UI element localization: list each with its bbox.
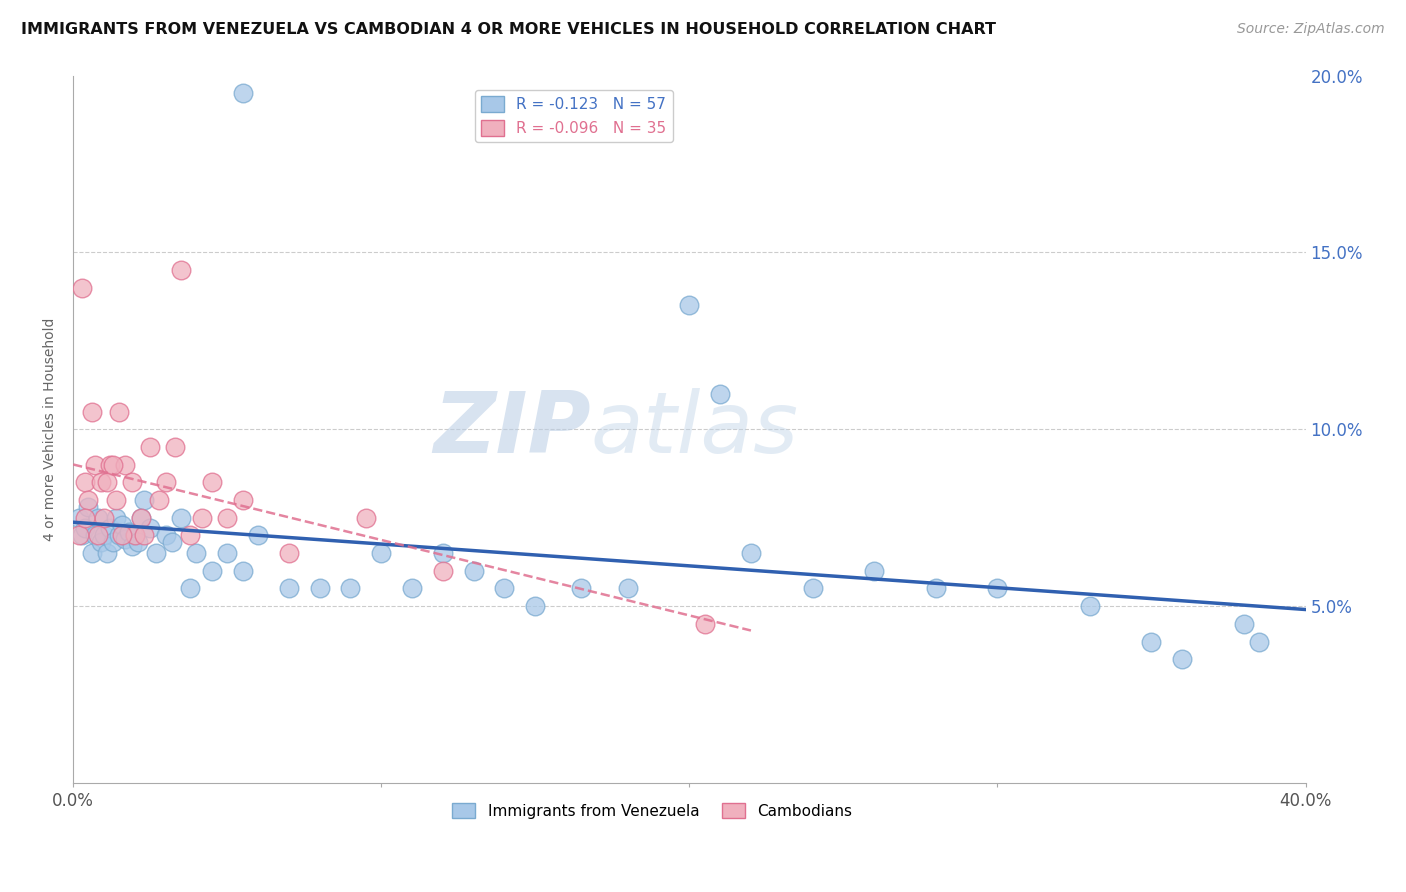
Point [98,458,121,472]
Point [163,440,186,454]
Point [111,528,134,542]
Point [121,475,143,490]
Point [77,500,100,515]
Point [277,546,299,560]
Point [98,521,121,535]
Text: Source: ZipAtlas.com: Source: ZipAtlas.com [1237,22,1385,37]
Point [370,546,392,560]
Point [354,510,377,524]
Point [863,564,886,578]
Point [124,528,146,542]
Point [616,582,638,596]
Point [75,510,97,524]
Point [72,281,94,295]
Point [96,546,118,560]
Point [201,475,224,490]
Point [432,546,454,560]
Point [217,510,239,524]
Point [1078,599,1101,614]
Point [77,493,100,508]
Point [101,535,124,549]
Point [75,521,97,535]
Point [108,528,131,542]
Point [80,404,103,418]
Point [693,616,716,631]
Text: atlas: atlas [591,388,799,471]
Point [129,510,152,524]
Point [155,475,177,490]
Point [986,582,1008,596]
Point [80,546,103,560]
Point [463,564,485,578]
Point [494,582,516,596]
Point [170,510,193,524]
Point [232,493,254,508]
Point [87,528,110,542]
Point [117,524,139,539]
Point [83,458,105,472]
Point [75,475,97,490]
Point [87,510,110,524]
Point [148,493,170,508]
Point [709,387,731,401]
Point [121,539,143,553]
Point [801,582,824,596]
Point [90,535,112,549]
Point [114,532,136,546]
Point [90,475,112,490]
Point [139,440,162,454]
Point [105,493,128,508]
Point [232,564,254,578]
Point [432,564,454,578]
Point [83,528,105,542]
Point [72,528,94,542]
Point [1140,634,1163,648]
Point [201,564,224,578]
Point [139,521,162,535]
Point [160,535,183,549]
Point [740,546,762,560]
Point [1171,652,1194,666]
Point [232,86,254,100]
Point [127,535,149,549]
Point [401,582,423,596]
Text: IMMIGRANTS FROM VENEZUELA VS CAMBODIAN 4 OR MORE VEHICLES IN HOUSEHOLD CORRELATI: IMMIGRANTS FROM VENEZUELA VS CAMBODIAN 4… [21,22,995,37]
Point [67,528,90,542]
Point [155,528,177,542]
Legend: Immigrants from Venezuela, Cambodians: Immigrants from Venezuela, Cambodians [446,797,858,825]
Point [108,404,131,418]
Point [246,528,269,542]
Point [678,298,700,312]
Point [132,493,155,508]
Point [101,458,124,472]
Point [96,475,118,490]
Point [67,510,90,524]
Y-axis label: 4 or more Vehicles in Household: 4 or more Vehicles in Household [44,318,58,541]
Point [524,599,547,614]
Point [186,546,208,560]
Point [308,582,330,596]
Point [179,528,201,542]
Point [124,528,146,542]
Point [145,546,167,560]
Point [925,582,948,596]
Point [1249,634,1271,648]
Point [571,582,593,596]
Point [191,510,214,524]
Point [339,582,361,596]
Point [93,510,115,524]
Text: ZIP: ZIP [433,388,591,471]
Point [170,263,193,277]
Point [1233,616,1256,631]
Point [132,528,155,542]
Point [179,582,201,596]
Point [217,546,239,560]
Point [277,582,299,596]
Point [111,517,134,532]
Point [114,458,136,472]
Point [129,510,152,524]
Point [105,510,128,524]
Point [93,528,115,542]
